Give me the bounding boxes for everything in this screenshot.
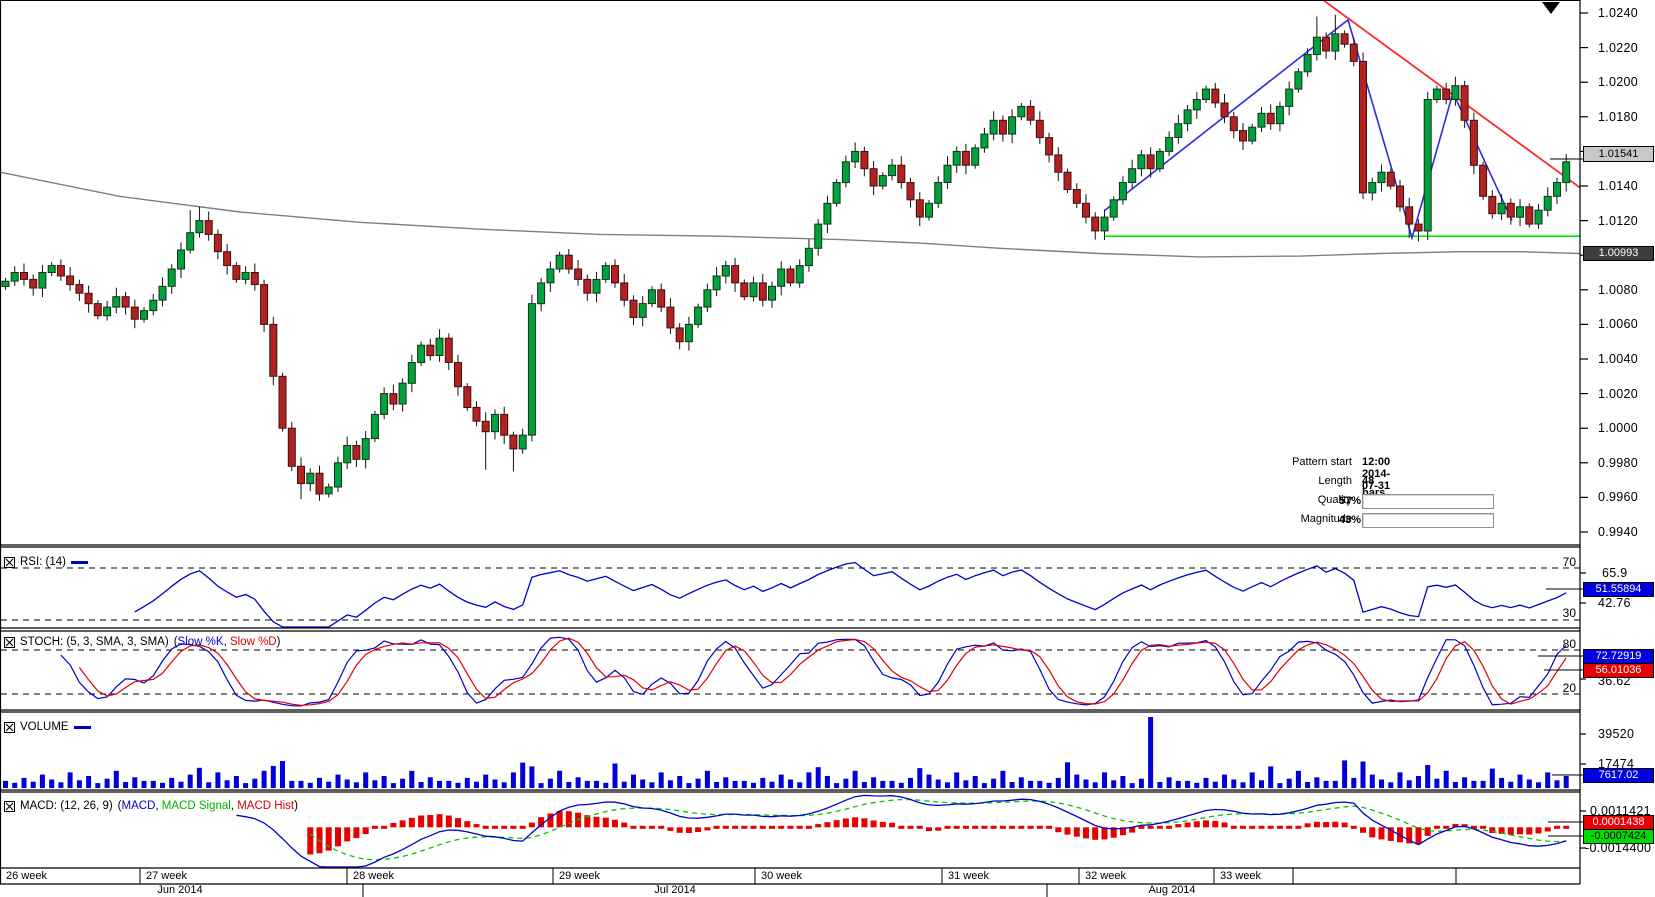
macd-checkbox-icon[interactable] — [4, 800, 15, 812]
price-tick-label: 1.0220 — [1598, 40, 1639, 55]
macd-legend-hist: MACD Hist — [237, 800, 295, 812]
volume-checkbox-icon[interactable] — [4, 721, 15, 733]
macd-hist-value-box: 0.0001438 — [1583, 815, 1654, 830]
price-tick-label: 1.0060 — [1598, 317, 1639, 332]
week-label: 29 week — [559, 870, 600, 882]
stoch-panel-header: STOCH: (5, 3, SMA, 3, SMA) (Slow %K, Slo… — [4, 636, 280, 648]
price-tick-label: 1.0000 — [1598, 421, 1639, 436]
week-label: 31 week — [948, 870, 989, 882]
macd-legend: (MACD, MACD Signal, MACD Hist) — [117, 800, 298, 812]
pattern-start-label: Pattern start — [1292, 456, 1352, 468]
price-tick-label: 1.0020 — [1598, 386, 1639, 401]
macd-axis-lower-label: -0.0014400 — [1585, 841, 1652, 855]
price-tick-label: 1.0180 — [1598, 109, 1639, 124]
pattern-quality-percent: 57% — [1338, 495, 1361, 507]
pattern-marker-icon — [1542, 2, 1560, 14]
rsi-checkbox-icon[interactable] — [4, 556, 15, 568]
price-tick-label: 1.0200 — [1598, 75, 1639, 90]
price-tick-label: 1.0240 — [1598, 6, 1639, 20]
pattern-quality-label: Quality — [1317, 494, 1352, 506]
price-tick-label: 1.0140 — [1598, 179, 1639, 193]
volume-value-box: 7617.02 — [1583, 768, 1654, 783]
rsi-legend-line-icon — [71, 560, 89, 564]
stoch-title: STOCH: (5, 3, SMA, 3, SMA) — [20, 636, 169, 648]
stoch-legend: (Slow %K, Slow %D) — [173, 636, 281, 648]
stoch-legend-slow-k: Slow %K — [177, 636, 224, 648]
pattern-magnitude-bar: 43% — [1339, 513, 1494, 528]
pattern-magnitude-label: Magnitude — [1300, 513, 1352, 525]
pattern-length-label: Length — [1318, 475, 1352, 487]
stoch-k-value-box: 72.72919 — [1583, 649, 1654, 664]
price-tick-label: 1.0040 — [1598, 352, 1639, 366]
volume-axis-upper-label: 39520 — [1598, 727, 1635, 741]
week-label: 27 week — [146, 870, 187, 882]
month-label: Jul 2014 — [654, 884, 696, 896]
price-tick-label: 0.9940 — [1598, 525, 1639, 539]
rsi-axis-upper-label: 65.9 — [1602, 566, 1628, 580]
price-tick-label: 1.0120 — [1598, 213, 1639, 228]
rsi-title: RSI: (14) — [20, 556, 67, 568]
stoch-level-80-label: 80 — [1562, 637, 1576, 651]
week-label: 32 week — [1085, 870, 1126, 882]
macd-signal-value-box: -0.0007424 — [1583, 829, 1654, 844]
week-label: 28 week — [353, 870, 394, 882]
price-tick-label: 0.9980 — [1598, 455, 1639, 470]
pattern-quality-bar: 57% — [1339, 494, 1494, 509]
rsi-panel-header: RSI: (14) — [4, 556, 89, 568]
rsi-axis-lower-label: 42.76 — [1598, 596, 1631, 610]
price-tick-label: 0.9960 — [1598, 490, 1639, 505]
volume-legend-line-icon — [73, 725, 91, 729]
price-tick-label: 1.0080 — [1598, 282, 1639, 297]
rsi-value-box: 51.55894 — [1583, 582, 1654, 597]
current-price-box: 1.01541 — [1583, 146, 1654, 162]
macd-title: MACD: (12, 26, 9) — [20, 800, 113, 812]
month-label: Aug 2014 — [1148, 884, 1196, 896]
volume-panel-header: VOLUME — [4, 721, 91, 733]
stoch-d-value-box: 56.01036 — [1583, 663, 1654, 678]
week-label: 33 week — [1220, 870, 1261, 882]
rsi-level-30-label: 30 — [1562, 606, 1576, 620]
stoch-level-20-label: 20 — [1562, 681, 1576, 695]
macd-legend-macd: MACD — [121, 800, 156, 812]
macd-legend-signal: MACD Signal — [161, 800, 231, 812]
stoch-checkbox-icon[interactable] — [4, 636, 15, 648]
week-label: 26 week — [6, 870, 47, 882]
macd-axis-upper-label: 0.0011421 — [1590, 804, 1651, 818]
month-label: Jun 2014 — [157, 884, 203, 896]
macd-panel-header: MACD: (12, 26, 9) (MACD, MACD Signal, MA… — [4, 800, 298, 812]
rsi-level-70-label: 70 — [1562, 555, 1576, 569]
stoch-legend-slow-d: Slow %D — [229, 636, 277, 648]
week-label: 30 week — [761, 870, 802, 882]
volume-title: VOLUME — [20, 721, 69, 733]
pattern-start-value: 12:00 2014-07-31 — [1362, 456, 1391, 492]
volume-axis-mid-label: 17474 — [1598, 757, 1635, 771]
ma-value-box: 1.00993 — [1583, 246, 1654, 261]
pattern-magnitude-percent: 43% — [1338, 514, 1361, 526]
